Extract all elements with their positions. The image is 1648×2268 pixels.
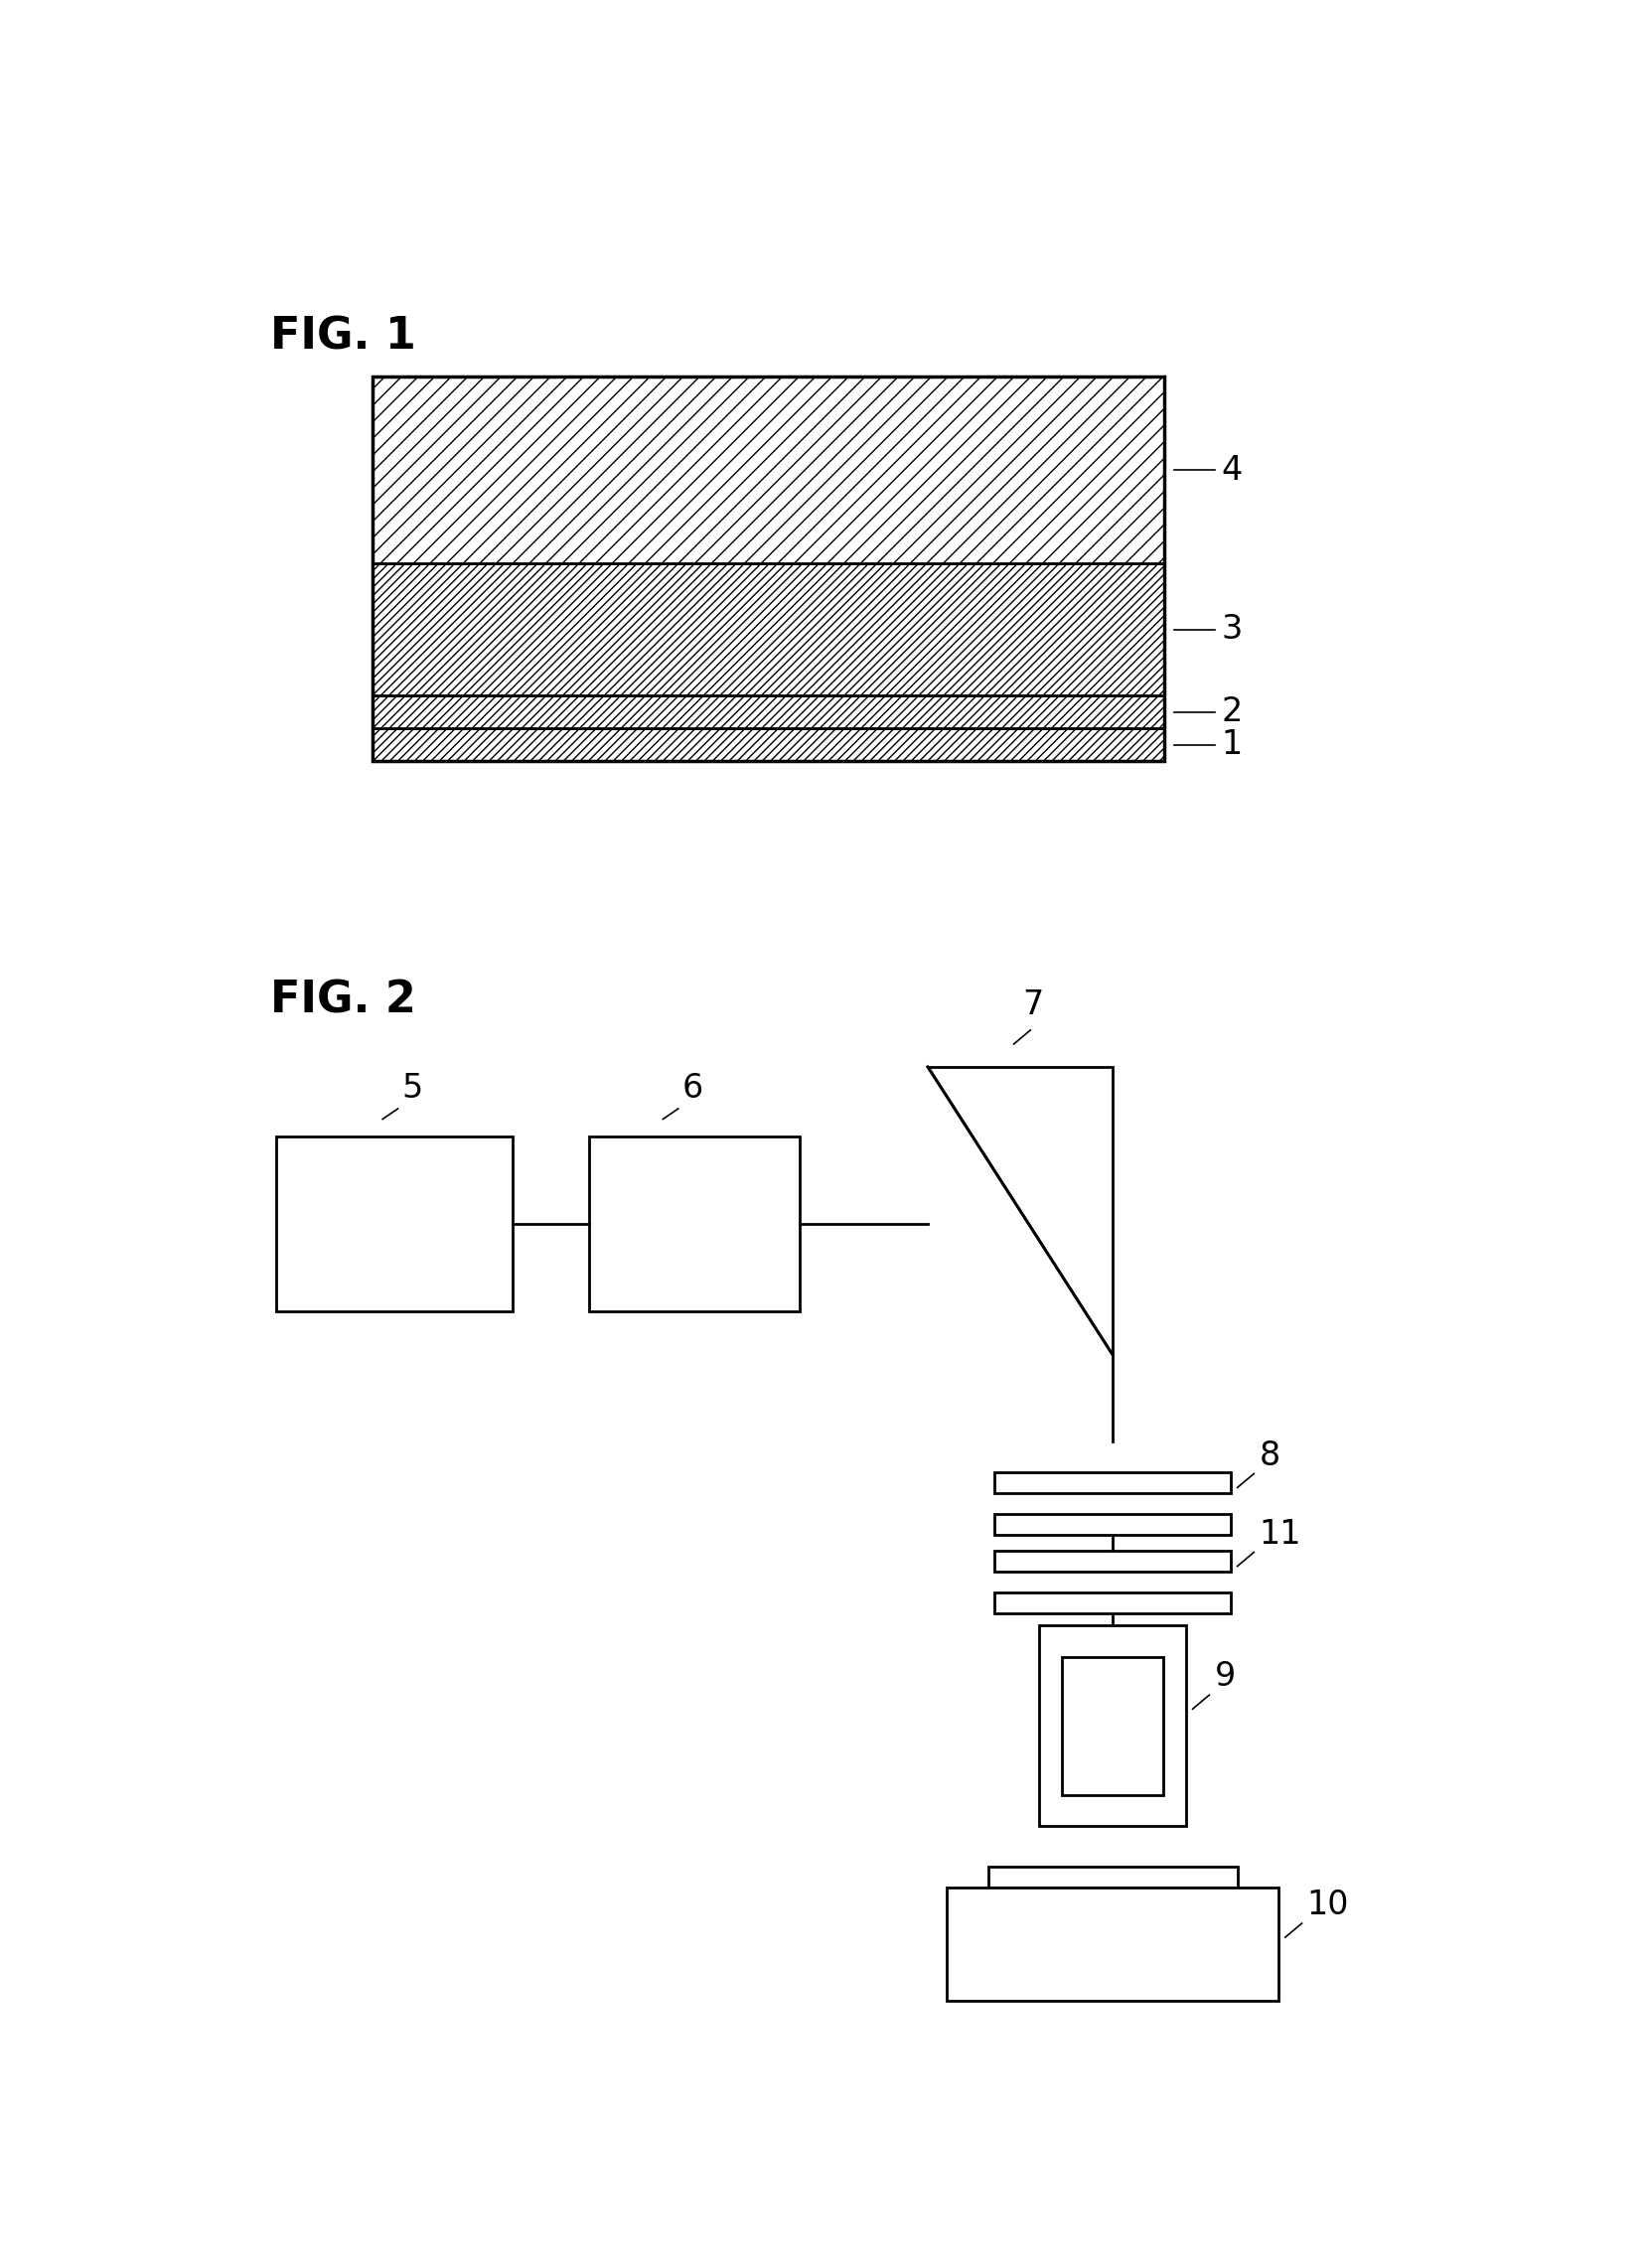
Bar — [995, 1592, 1231, 1613]
Text: FIG. 1: FIG. 1 — [270, 315, 415, 358]
Bar — [989, 1867, 1238, 1887]
Bar — [372, 728, 1163, 762]
Text: 3: 3 — [1221, 612, 1243, 646]
Text: 5: 5 — [402, 1073, 424, 1105]
Bar — [995, 1551, 1231, 1572]
Text: 9: 9 — [1215, 1660, 1236, 1694]
Bar — [372, 696, 1163, 728]
Bar — [277, 1136, 513, 1311]
Text: 1: 1 — [1221, 728, 1243, 762]
Bar — [995, 1513, 1231, 1535]
Bar — [372, 562, 1163, 696]
Polygon shape — [928, 1066, 1112, 1354]
Text: 11: 11 — [1259, 1517, 1302, 1551]
Bar — [1040, 1626, 1187, 1826]
Text: 8: 8 — [1259, 1440, 1280, 1472]
Text: FIG. 2: FIG. 2 — [270, 980, 415, 1023]
Bar — [1063, 1658, 1163, 1794]
Bar — [372, 376, 1163, 762]
Text: 7: 7 — [1022, 989, 1043, 1021]
Bar — [590, 1136, 799, 1311]
Text: 6: 6 — [682, 1073, 704, 1105]
Bar — [372, 376, 1163, 562]
Text: 4: 4 — [1221, 454, 1243, 488]
Text: 10: 10 — [1307, 1889, 1350, 1921]
Bar — [995, 1472, 1231, 1492]
Text: 2: 2 — [1221, 696, 1243, 728]
Bar — [946, 1887, 1279, 2000]
